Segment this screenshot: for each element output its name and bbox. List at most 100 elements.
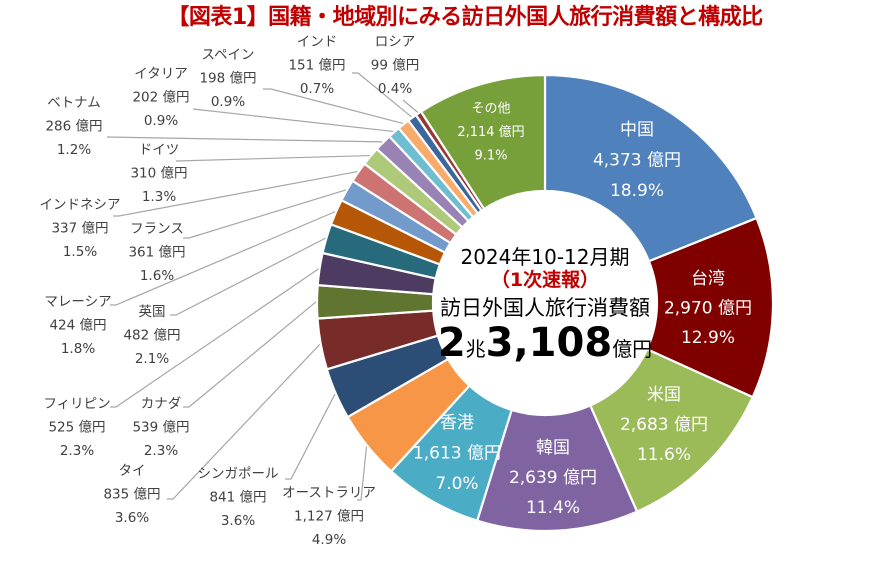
slice-label-value: 525 億円: [48, 420, 105, 436]
slice-label-item-5: オーストラリア 1,127 億円 4.9%: [282, 485, 376, 548]
slice-labels-group: 中国 4,373 億円 18.9% 台湾 2,970 億円 12.9% 米国 2,683 億円…: [40, 34, 753, 548]
total-cho-unit: 兆: [465, 337, 486, 361]
slice-label-item-1: 台湾 2,970 億円 12.9%: [664, 269, 752, 348]
center-status: （1次速報）: [490, 269, 600, 291]
slice-label-percent: 11.6%: [637, 445, 691, 465]
slice-label-percent: 4.9%: [312, 532, 346, 548]
slice-label-percent: 0.9%: [211, 94, 245, 110]
slice-label-item-7: タイ 835 億円 3.6%: [103, 463, 160, 526]
slice-label-name: 台湾: [691, 269, 725, 289]
slice-label-name: タイ: [119, 463, 146, 479]
slice-label-name: 米国: [647, 385, 681, 405]
leader-line-item-8: [183, 301, 317, 408]
slice-label-name: スペイン: [201, 47, 254, 63]
slice-label-name: シンガポール: [198, 466, 279, 482]
slice-label-name: ロシア: [375, 34, 416, 50]
slice-label-value: 2,683 億円: [620, 415, 708, 435]
slice-label-value: 151 億円: [288, 58, 345, 74]
slice-label-value: 1,127 億円: [294, 509, 364, 525]
total-oku-value: 3,108: [485, 320, 613, 366]
total-cho-value: 2: [437, 320, 466, 366]
slice-label-percent: 0.7%: [300, 81, 334, 97]
slice-label-percent: 1.5%: [63, 244, 97, 260]
slice-label-value: 202 億円: [132, 90, 189, 106]
slice-label-item-15: ベトナム 286 億円 1.2%: [45, 95, 102, 158]
slice-label-name: オーストラリア: [282, 485, 376, 501]
leader-line-item-15: [106, 136, 383, 143]
slice-label-value: 198 億円: [199, 71, 256, 87]
slice-label-percent: 3.6%: [115, 510, 149, 526]
slice-label-item-2: 米国 2,683 億円 11.6%: [620, 385, 708, 465]
slice-label-percent: 9.1%: [474, 149, 507, 164]
slice-label-value: 286 億円: [45, 119, 102, 135]
slice-label-value: 424 億円: [49, 318, 106, 334]
slice-label-name: ドイツ: [139, 142, 180, 158]
slice-label-item-16: イタリア 202 億円 0.9%: [132, 66, 189, 129]
slice-label-percent: 18.9%: [610, 181, 664, 201]
leader-line-item-18: [352, 72, 412, 118]
total-oku-unit: 億円: [612, 337, 653, 361]
slice-label-percent: 0.4%: [378, 81, 412, 97]
slice-label-value: 337 億円: [51, 221, 108, 237]
slice-label-name: ベトナム: [47, 95, 101, 111]
slice-label-percent: 1.3%: [142, 189, 176, 205]
slice-label-value: 2,970 億円: [664, 299, 752, 319]
slice-label-name: 韓国: [536, 438, 570, 458]
leader-line-item-12: [183, 189, 347, 239]
slice-label-value: 310 億円: [130, 166, 187, 182]
center-period: 2024年10-12月期: [460, 245, 630, 269]
leader-line-item-7: [167, 343, 321, 500]
slice-label-value: 2,639 億円: [509, 468, 597, 488]
slice-label-percent: 2.3%: [144, 443, 178, 459]
leader-line-item-6: [285, 393, 336, 480]
slice-label-name: フィリピン: [43, 396, 110, 412]
slice-item-0: [543, 73, 759, 263]
slice-label-percent: 7.0%: [435, 474, 478, 494]
slice-label-percent: 2.3%: [60, 443, 94, 459]
slice-label-percent: 11.4%: [526, 498, 580, 518]
slice-label-value: 482 億円: [123, 328, 180, 344]
leader-line-item-14: [175, 154, 370, 162]
slice-label-name: その他: [471, 102, 510, 117]
slice-label-item-13: インドネシア 337 億円 1.5%: [40, 197, 121, 260]
leader-line-item-16: [192, 108, 394, 133]
slice-label-item-19: ロシア 99 億円 0.4%: [371, 34, 419, 97]
slice-label-item-3: 韓国 2,639 億円 11.4%: [509, 438, 597, 518]
slice-label-item-18: インド 151 億円 0.7%: [288, 34, 345, 97]
slice-label-value: 4,373 億円: [593, 151, 681, 171]
slice-label-item-14: ドイツ 310 億円 1.3%: [130, 142, 187, 205]
leader-line-item-9: [110, 268, 319, 408]
leader-line-item-10: [170, 237, 326, 316]
slice-label-name: フランス: [130, 221, 184, 237]
slice-label-name: 英国: [139, 303, 166, 320]
leader-line-item-19: [402, 99, 419, 113]
slice-label-item-4: 香港 1,613 億円 7.0%: [413, 413, 501, 494]
leader-line-item-5: [357, 446, 368, 501]
slice-label-name: イタリア: [134, 66, 187, 82]
slice-label-value: 2,114 億円: [457, 124, 524, 140]
slice-label-percent: 0.9%: [144, 113, 178, 129]
slice-label-item-0: 中国 4,373 億円 18.9%: [593, 120, 681, 201]
leader-line-item-17: [263, 88, 404, 125]
slice-label-value: 1,613 億円: [413, 444, 501, 464]
slice-label-item-8: カナダ 539 億円 2.3%: [132, 396, 189, 459]
slice-label-name: インドネシア: [40, 197, 121, 213]
slice-label-item-10: 英国 482 億円 2.1%: [123, 303, 180, 367]
slice-label-percent: 3.6%: [221, 513, 255, 529]
slice-label-percent: 1.8%: [61, 341, 95, 357]
slice-label-percent: 12.9%: [681, 328, 735, 348]
slice-label-percent: 1.6%: [140, 268, 174, 284]
slice-item-20: [419, 73, 547, 211]
slice-label-percent: 2.1%: [135, 351, 169, 367]
slice-label-value: 361 億円: [128, 245, 185, 261]
center-total: 2兆3,108億円: [425, 321, 665, 371]
slice-label-item-11: マレーシア 424 億円 1.8%: [44, 294, 111, 357]
slice-label-item-12: フランス 361 億円 1.6%: [128, 221, 185, 284]
slices-group: [315, 73, 775, 533]
slice-label-name: インド: [297, 34, 338, 50]
slice-label-item-17: スペイン 198 億円 0.9%: [199, 47, 256, 110]
slice-label-name: 中国: [620, 120, 654, 140]
slice-label-percent: 1.2%: [57, 142, 91, 158]
leader-line-item-13: [113, 170, 358, 217]
